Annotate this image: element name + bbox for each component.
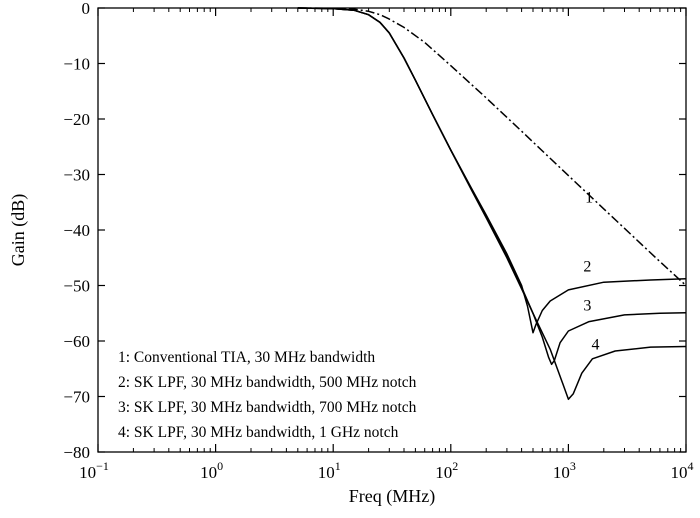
y-tick-label: 0: [82, 0, 91, 18]
curve-label-4: 4: [592, 336, 600, 353]
curves: [297, 7, 687, 401]
legend: 1: Conventional TIA, 30 MHz bandwidth 2:…: [118, 349, 417, 441]
y-tick-label: −20: [63, 110, 90, 129]
y-tick-label: −50: [63, 277, 90, 296]
curve-3: [297, 7, 687, 366]
x-axis-title: Freq (MHz): [349, 486, 435, 507]
x-tick-label: 104: [671, 459, 694, 482]
x-tick-label: 101: [318, 459, 341, 482]
x-tick-label: 100: [200, 459, 223, 482]
x-tick-label: 10−1: [79, 459, 109, 482]
curve-label-1: 1: [585, 189, 593, 206]
x-tick-label: 103: [553, 459, 576, 482]
curve-label-3: 3: [583, 297, 591, 314]
legend-entry-4: 4: SK LPF, 30 MHz bandwidth, 1 GHz notch: [118, 424, 399, 441]
curve-labels: 1 2 3 4: [583, 189, 599, 353]
y-tick-label: −60: [63, 332, 90, 351]
y-axis-title: Gain (dB): [8, 194, 29, 266]
x-tick-label: 102: [435, 459, 458, 482]
curve-1: [297, 7, 687, 287]
y-tick-label: −10: [63, 55, 90, 74]
curve-label-2: 2: [583, 259, 591, 276]
curve-4: [297, 7, 687, 401]
legend-entry-3: 3: SK LPF, 30 MHz bandwidth, 700 MHz not…: [118, 399, 417, 416]
curve-2: [297, 7, 687, 334]
y-tick-label: −80: [63, 443, 90, 462]
y-tick-label: −40: [63, 221, 90, 240]
legend-entry-2: 2: SK LPF, 30 MHz bandwidth, 500 MHz not…: [118, 374, 417, 391]
y-tick-label: −30: [63, 166, 90, 185]
y-tick-label: −70: [63, 388, 90, 407]
legend-entry-1: 1: Conventional TIA, 30 MHz bandwidth: [118, 349, 375, 366]
